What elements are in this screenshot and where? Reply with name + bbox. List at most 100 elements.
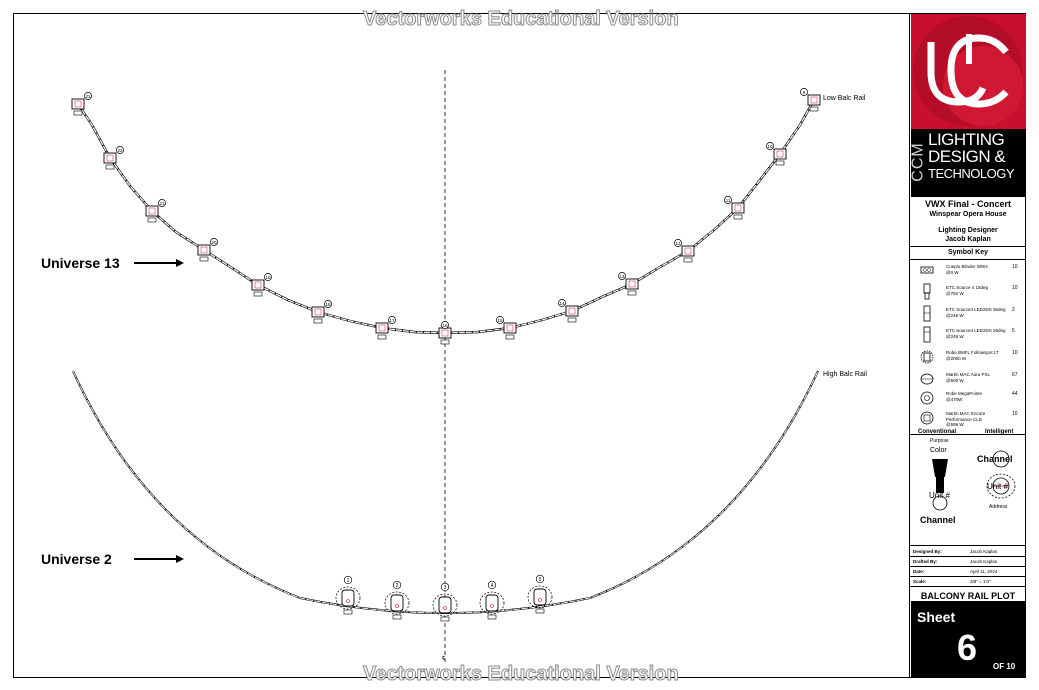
sheet-of: OF 10 — [993, 662, 1016, 671]
key-wattage: @750 W — [946, 290, 964, 296]
high-rail-fixture: 3 — [432, 582, 458, 622]
led-ellipsoidal-icon — [923, 305, 931, 322]
dept-line-3: TECHNOLOGY — [928, 166, 1015, 181]
high-rail-label: High Balc Rail — [823, 371, 867, 378]
universe-2-label: Universe 2 — [41, 551, 112, 567]
info-label: Drafted By: — [913, 559, 938, 564]
channel-label: 17 — [389, 318, 395, 323]
channel-label: 10 — [767, 144, 773, 149]
info-value: April 11, 2024 — [970, 569, 998, 574]
watermark-bottom: Vectorworks Educational Version — [363, 663, 680, 686]
universe-13-arrow — [134, 259, 184, 267]
channel-label: 11 — [726, 198, 731, 203]
channel-label: 9 — [803, 90, 806, 95]
key-wattage: @500 W — [946, 377, 964, 383]
low-rail-fixture: 13 — [618, 272, 639, 296]
low-rail-fixture: 11 — [724, 196, 745, 220]
rule-8 — [910, 586, 1026, 587]
low-rail-fixture: 19 — [251, 273, 272, 297]
intelligent-fixture-icon — [986, 450, 1016, 499]
info-value: Jacob Kaplan — [970, 549, 998, 554]
key-name: ETC Source 4 15deg — [946, 285, 989, 290]
universe-2-arrow — [134, 555, 184, 563]
designer-role: Lighting Designer — [938, 227, 998, 234]
centerline-marker: ¢ — [442, 656, 446, 662]
info-label: Designed By: — [913, 549, 942, 554]
low-rail-fixture: 18 — [311, 300, 332, 324]
unit-label: 1 — [347, 578, 350, 584]
unit-label: 4 — [491, 583, 494, 589]
channel-label: 23 — [85, 94, 91, 99]
info-value: Jacob Kaplan — [970, 559, 998, 564]
legend-address: Address — [989, 504, 1008, 510]
key-row: Cueplo Blinder WW4 @0 W 10 — [910, 262, 1026, 280]
dept-line-1: LIGHTING — [928, 130, 1005, 149]
department-banner: CCM LIGHTING DESIGN & TECHNOLOGY — [909, 129, 1026, 197]
blinder-icon — [920, 266, 934, 274]
low-rail-fixture: 12 — [674, 239, 695, 263]
key-wattage: @2000 W — [946, 355, 967, 361]
high-rail-fixture: 5 — [527, 574, 553, 614]
low-rail-fixture: 22 — [103, 146, 124, 170]
symbol-key-title: Symbol Key — [947, 249, 989, 256]
key-name: Cueplo Blinder WW4 — [946, 264, 988, 269]
info-row: Scale: 3/8" = 1'0" — [910, 577, 1026, 586]
key-name: ETC Source4 LED2DS 36deg — [946, 307, 1006, 312]
legend-color: Color — [930, 447, 947, 454]
low-rail-fixture: 16 — [438, 321, 452, 345]
dept-prefix: CCM — [909, 142, 927, 182]
dept-line-2: DESIGN & — [928, 147, 1006, 166]
info-label: Scale: — [913, 579, 927, 584]
low-rail-fixture: 23 — [71, 92, 92, 116]
key-qty: 67 — [1012, 372, 1018, 378]
channel-label: 19 — [265, 275, 271, 280]
low-rail-fixture: 21 — [145, 199, 166, 223]
high-rail-fixture: 1 — [335, 575, 361, 615]
key-qty: 2 — [1012, 307, 1015, 313]
led-ellipsoidal-icon — [923, 326, 931, 343]
low-rail-fixture: 15 — [496, 316, 517, 340]
key-qty: 10 — [1012, 285, 1018, 291]
legend-unit-conventional: Unit # — [929, 491, 950, 500]
channel-label: 16 — [442, 323, 448, 328]
rule-6 — [910, 566, 1026, 567]
watermark-top: Vectorworks Educational Version — [363, 8, 680, 31]
high-rail-fixture: 4 — [479, 580, 505, 620]
key-row: ETC Source4 LED2DS 26deg @246 W 5 — [910, 326, 1026, 344]
universe-13-label: Universe 13 — [41, 255, 120, 271]
key-name: Robe BMFL Followspot LT — [946, 350, 999, 355]
key-qty: 5 — [1012, 328, 1015, 334]
legend-unit-intelligent: Unit # — [987, 482, 1008, 491]
rule-7 — [910, 576, 1026, 577]
key-qty: 10 — [1012, 411, 1018, 417]
channel-label: 22 — [117, 148, 123, 153]
rule-2 — [910, 259, 1026, 260]
key-row: Robe MegaPointe @470W 44 — [910, 389, 1026, 407]
channel-label: 12 — [675, 241, 681, 246]
title-block: CCM LIGHTING DESIGN & TECHNOLOGY VWX Fin… — [909, 13, 1026, 678]
key-name: Martin MAC Encore Performance CLD — [946, 411, 986, 422]
low-rail-label: Low Balc Rail — [823, 95, 866, 102]
key-wattage: @246 W — [946, 312, 964, 318]
legend-purpose: Purpose — [930, 438, 949, 444]
unit-label: 5 — [539, 577, 542, 583]
low-rail-fixture: 10 — [766, 142, 787, 166]
channel-label: 13 — [619, 274, 625, 279]
legend-conventional: Conventional — [918, 429, 957, 435]
key-row: Martin MAC Aura PXL @500 W 67 — [910, 370, 1026, 388]
legend-intelligent: Intelligent — [985, 429, 1014, 435]
profile-icon — [920, 411, 934, 425]
key-wattage: @470W — [946, 396, 963, 402]
channel-label: 18 — [325, 302, 331, 307]
legend-channel-conventional: Channel — [920, 515, 956, 525]
high-rail-fixture: 2 — [384, 580, 410, 620]
sheet-label: Sheet — [917, 609, 956, 625]
channel-label: 21 — [159, 201, 165, 206]
unit-label: 3 — [444, 585, 447, 591]
low-rail-fixture: 9 — [800, 88, 821, 112]
channel-label: 15 — [497, 318, 503, 323]
key-name: ETC Source4 LED2DS 26deg — [946, 328, 1006, 333]
uc-logo — [911, 14, 1026, 129]
key-qty: 10 — [1012, 350, 1018, 356]
